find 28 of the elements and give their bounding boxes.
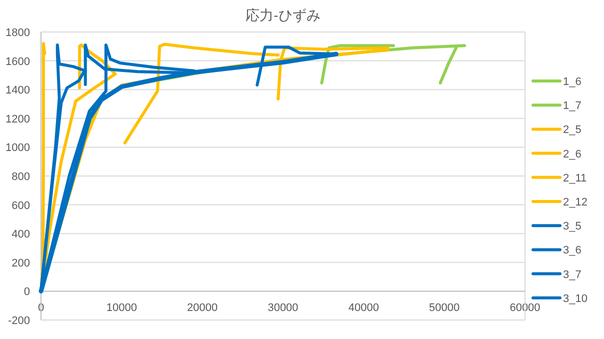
legend-label: 3_7: [563, 268, 582, 281]
y-tick-label: 1600: [6, 56, 30, 68]
legend-label: 3_6: [563, 244, 582, 257]
legend-label: 3_5: [563, 220, 582, 233]
legend-label: 3_10: [563, 292, 588, 305]
legend-label: 2_6: [563, 148, 582, 160]
x-tick-label: 30000: [268, 302, 298, 314]
y-tick-label: 1000: [6, 142, 30, 154]
x-tick-label: 40000: [348, 302, 379, 314]
chart-title: 応力-ひずみ: [246, 7, 320, 23]
y-tick-label: 1800: [6, 27, 30, 39]
y-tick-label: 0: [24, 286, 30, 298]
legend-label: 1_6: [563, 76, 582, 88]
y-tick-label: 800: [12, 171, 30, 183]
legend-label: 2_11: [563, 172, 587, 184]
x-tick-label: 10000: [106, 302, 137, 314]
x-tick-label: 20000: [187, 302, 218, 314]
y-tick-label: 600: [12, 200, 30, 212]
x-tick-label: 60000: [510, 302, 540, 314]
x-tick-label: 50000: [429, 302, 460, 314]
legend-label: 1_7: [563, 100, 582, 112]
y-tick-label: -200: [8, 315, 30, 327]
y-tick-label: 1200: [6, 113, 30, 126]
legend-label: 2_5: [563, 124, 582, 136]
legend-label: 2_12: [563, 196, 588, 208]
y-tick-label: 1400: [6, 84, 30, 97]
y-tick-label: 400: [12, 228, 30, 241]
y-tick-label: 200: [12, 257, 30, 270]
